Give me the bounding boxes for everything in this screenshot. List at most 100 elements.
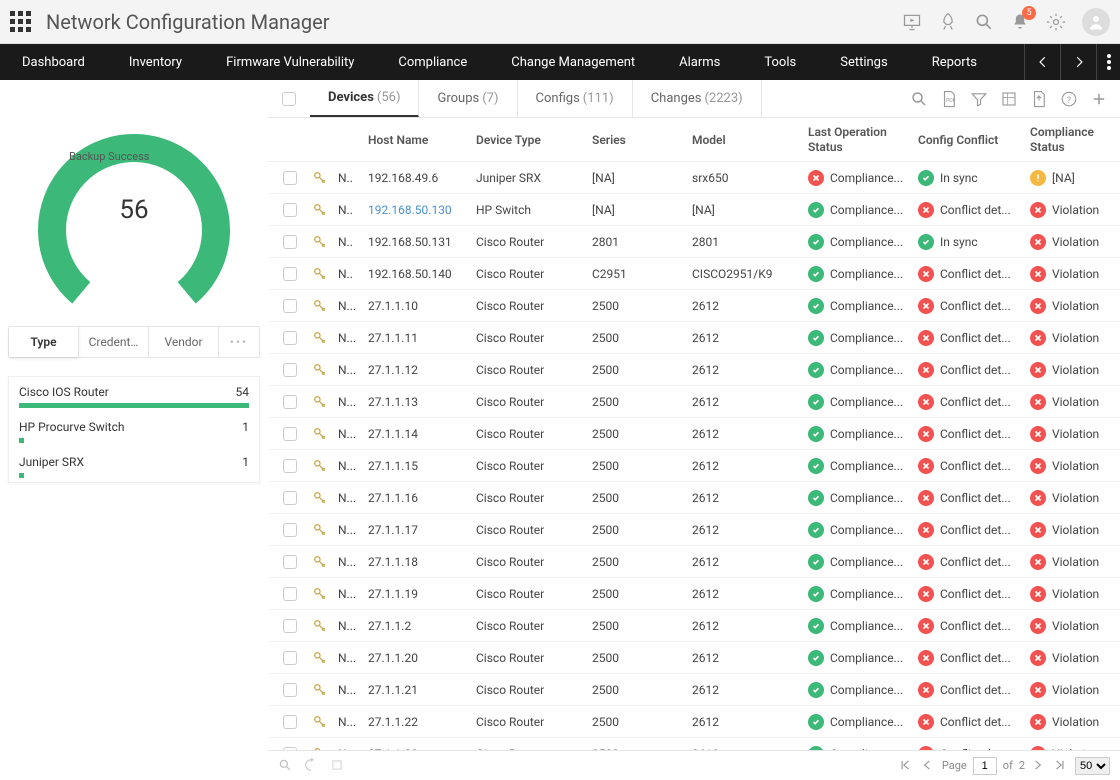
th-opstatus[interactable]: Last Operation Status — [804, 125, 914, 154]
page-first-icon[interactable] — [898, 758, 914, 774]
row-checkbox[interactable] — [283, 491, 297, 505]
table-row[interactable]: N...27.1.1.14Cisco Router25002612Complia… — [268, 418, 1120, 450]
table-row[interactable]: N...27.1.1.18Cisco Router25002612Complia… — [268, 546, 1120, 578]
th-model[interactable]: Model — [688, 133, 804, 147]
presentation-icon[interactable] — [902, 12, 922, 32]
table-row[interactable]: N...27.1.1.10Cisco Router25002612Complia… — [268, 290, 1120, 322]
cell-model: 2612 — [688, 299, 804, 313]
table-row[interactable]: N..192.168.50.140Cisco RouterC2951CISCO2… — [268, 258, 1120, 290]
table-row[interactable]: N...27.1.1.22Cisco Router25002612Complia… — [268, 706, 1120, 738]
row-checkbox[interactable] — [283, 523, 297, 537]
row-checkbox[interactable] — [283, 427, 297, 441]
nav-inventory[interactable]: Inventory — [107, 44, 204, 80]
help-icon[interactable]: ? — [1060, 90, 1078, 108]
cell-hostname: 27.1.1.18 — [364, 555, 472, 569]
footer-search-icon[interactable] — [278, 758, 294, 774]
th-devicetype[interactable]: Device Type — [472, 133, 588, 147]
tab-groups[interactable]: Groups (7) — [419, 80, 517, 117]
table-row[interactable]: N...27.1.1.17Cisco Router25002612Complia… — [268, 514, 1120, 546]
page-input[interactable] — [973, 757, 997, 775]
export-icon[interactable] — [1030, 90, 1048, 108]
breakdown-row[interactable]: HP Procurve Switch1 — [9, 412, 259, 447]
columns-icon[interactable] — [1000, 90, 1018, 108]
nav-prev-icon[interactable] — [1024, 44, 1060, 80]
table-row[interactable]: N...27.1.1.11Cisco Router25002612Complia… — [268, 322, 1120, 354]
select-all-checkbox[interactable] — [268, 80, 310, 117]
footer-refresh-icon[interactable] — [304, 758, 320, 774]
nav-compliance[interactable]: Compliance — [376, 44, 489, 80]
row-checkbox[interactable] — [283, 459, 297, 473]
row-checkbox[interactable] — [283, 363, 297, 377]
row-checkbox[interactable] — [283, 619, 297, 633]
nav-reports[interactable]: Reports — [910, 44, 999, 80]
side-tab-more-icon[interactable]: ••• — [219, 327, 259, 357]
row-checkbox[interactable] — [283, 267, 297, 281]
table-row[interactable]: N...27.1.1.2Cisco Router25002612Complian… — [268, 610, 1120, 642]
table-row[interactable]: N...27.1.1.13Cisco Router25002612Complia… — [268, 386, 1120, 418]
add-icon[interactable] — [1090, 90, 1108, 108]
filter-icon[interactable] — [970, 90, 988, 108]
cell-hostname[interactable]: 192.168.50.130 — [364, 203, 472, 217]
avatar[interactable] — [1082, 8, 1110, 36]
row-checkbox[interactable] — [283, 683, 297, 697]
table-row[interactable]: N...27.1.1.19Cisco Router25002612Complia… — [268, 578, 1120, 610]
th-hostname[interactable]: Host Name — [364, 133, 472, 147]
row-checkbox[interactable] — [283, 299, 297, 313]
row-checkbox[interactable] — [283, 555, 297, 569]
tab-label: Configs — [536, 91, 580, 106]
row-checkbox[interactable] — [283, 235, 297, 249]
row-checkbox[interactable] — [283, 587, 297, 601]
page-prev-icon[interactable] — [920, 758, 936, 774]
table-row[interactable]: N...27.1.1.16Cisco Router25002612Complia… — [268, 482, 1120, 514]
nav-tools[interactable]: Tools — [742, 44, 818, 80]
table-row[interactable]: N..192.168.50.130HP Switch[NA][NA]Compli… — [268, 194, 1120, 226]
page-next-icon[interactable] — [1031, 758, 1047, 774]
nav-settings[interactable]: Settings — [818, 44, 909, 80]
search-icon[interactable] — [974, 12, 994, 32]
th-conflict[interactable]: Config Conflict — [914, 133, 1026, 147]
table-row[interactable]: N...27.1.1.21Cisco Router25002612Complia… — [268, 674, 1120, 706]
gear-icon[interactable] — [1046, 12, 1066, 32]
tab-devices[interactable]: Devices (56) — [310, 80, 419, 117]
bell-icon[interactable]: 5 — [1010, 12, 1030, 32]
row-checkbox[interactable] — [283, 171, 297, 185]
cell-opstatus: Compliance... — [804, 298, 914, 314]
th-series[interactable]: Series — [588, 133, 688, 147]
table-row[interactable]: N...27.1.1.20Cisco Router25002612Complia… — [268, 642, 1120, 674]
side-tab-vendor[interactable]: Vendor — [149, 327, 219, 357]
rocket-icon[interactable] — [938, 12, 958, 32]
nav-change-management[interactable]: Change Management — [489, 44, 657, 80]
nav-dashboard[interactable]: Dashboard — [0, 44, 107, 80]
tab-configs[interactable]: Configs (111) — [518, 80, 633, 117]
breakdown-row[interactable]: Juniper SRX1 — [9, 447, 259, 482]
tab-count: (111) — [583, 91, 614, 106]
cell-series: 2500 — [588, 619, 688, 633]
breakdown-row[interactable]: Cisco IOS Router54 — [9, 377, 259, 412]
cell-series: [NA] — [588, 171, 688, 185]
row-checkbox[interactable] — [283, 203, 297, 217]
table-row[interactable]: N..192.168.50.131Cisco Router28012801Com… — [268, 226, 1120, 258]
footer-export-icon[interactable] — [330, 758, 346, 774]
side-tab-credent[interactable]: Credent… — [79, 327, 149, 357]
table-row[interactable]: N...27.1.1.23Cisco Router25002612Complia… — [268, 738, 1120, 750]
nav-more-icon[interactable] — [1096, 44, 1120, 80]
row-checkbox[interactable] — [283, 395, 297, 409]
row-checkbox[interactable] — [283, 715, 297, 729]
nav-alarms[interactable]: Alarms — [657, 44, 742, 80]
nav-firmware-vulnerability[interactable]: Firmware Vulnerability — [204, 44, 376, 80]
side-tab-type[interactable]: Type — [9, 327, 79, 357]
row-checkbox[interactable] — [283, 651, 297, 665]
th-compliance[interactable]: Compliance Status — [1026, 125, 1116, 154]
app-grid-icon[interactable] — [10, 11, 32, 33]
table-row[interactable]: N..192.168.49.6Juniper SRX[NA]srx650Comp… — [268, 162, 1120, 194]
search-icon[interactable] — [910, 90, 928, 108]
table-row[interactable]: N...27.1.1.15Cisco Router25002612Complia… — [268, 450, 1120, 482]
pdf-icon[interactable]: PDF — [940, 90, 958, 108]
tab-count: (2223) — [704, 91, 742, 106]
row-checkbox[interactable] — [283, 331, 297, 345]
page-last-icon[interactable] — [1053, 758, 1069, 774]
page-size-select[interactable]: 50 — [1075, 757, 1110, 775]
nav-next-icon[interactable] — [1060, 44, 1096, 80]
tab-changes[interactable]: Changes (2223) — [633, 80, 762, 117]
table-row[interactable]: N...27.1.1.12Cisco Router25002612Complia… — [268, 354, 1120, 386]
